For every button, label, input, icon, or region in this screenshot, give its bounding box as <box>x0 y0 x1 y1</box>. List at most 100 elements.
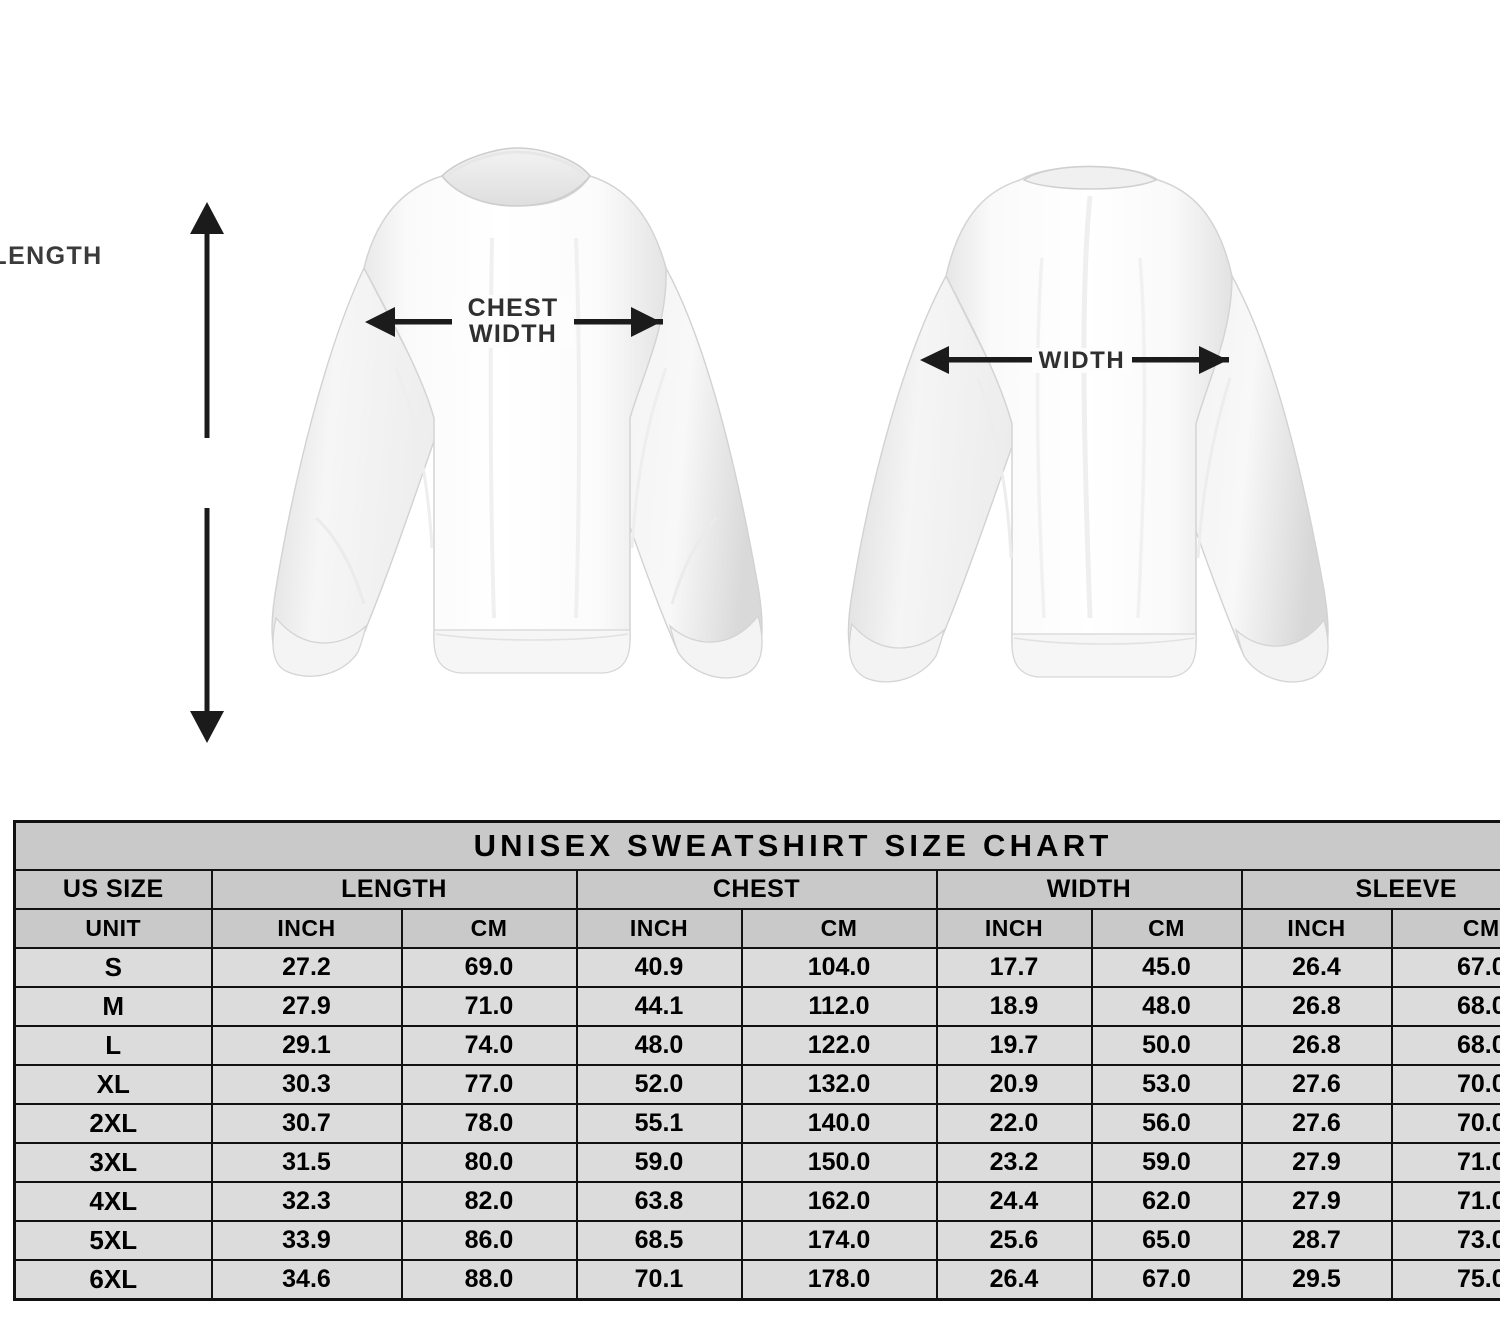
cell-size: 6XL <box>13 1259 213 1301</box>
cell-chest-inch: 52.0 <box>575 1064 743 1105</box>
cell-length-cm: 77.0 <box>400 1064 578 1105</box>
cell-chest-inch: 63.8 <box>575 1181 743 1222</box>
chest-label-line-2: WIDTH <box>469 320 557 349</box>
cell-length-inch: 33.9 <box>210 1220 403 1261</box>
unit-header-row: UNIT INCH CM INCH CM INCH CM INCH CM <box>13 908 1500 949</box>
cell-width-cm: 56.0 <box>1090 1103 1243 1144</box>
table-row: 6XL 34.6 88.0 70.1 178.0 26.4 67.0 29.5 … <box>13 1259 1500 1301</box>
table-row: L 29.1 74.0 48.0 122.0 19.7 50.0 26.8 68… <box>13 1025 1500 1066</box>
cell-length-inch: 30.7 <box>210 1103 403 1144</box>
table-row: 5XL 33.9 86.0 68.5 174.0 25.6 65.0 28.7 … <box>13 1220 1500 1261</box>
cell-chest-inch: 44.1 <box>575 986 743 1027</box>
cell-length-cm: 78.0 <box>400 1103 578 1144</box>
unit-header-length-cm: CM <box>400 908 578 949</box>
group-header-length: LENGTH <box>210 869 578 910</box>
cell-size: 3XL <box>13 1142 213 1183</box>
cell-chest-inch: 68.5 <box>575 1220 743 1261</box>
unit-header-sleeve-cm: CM <box>1390 908 1500 949</box>
cell-sleeve-cm: 68.0 <box>1390 986 1500 1027</box>
cell-width-cm: 48.0 <box>1090 986 1243 1027</box>
table-row: S 27.2 69.0 40.9 104.0 17.7 45.0 26.4 67… <box>13 947 1500 988</box>
cell-width-inch: 18.9 <box>935 986 1093 1027</box>
cell-width-inch: 17.7 <box>935 947 1093 988</box>
cell-sleeve-cm: 71.0 <box>1390 1142 1500 1183</box>
cell-width-cm: 65.0 <box>1090 1220 1243 1261</box>
group-header-row: US SIZE LENGTH CHEST WIDTH SLEEVE <box>13 869 1500 910</box>
chest-width-dimension-label: CHEST WIDTH <box>452 295 574 348</box>
cell-size: S <box>13 947 213 988</box>
cell-length-cm: 88.0 <box>400 1259 578 1301</box>
cell-size: 4XL <box>13 1181 213 1222</box>
cell-size: XL <box>13 1064 213 1105</box>
width-dimension-label: WIDTH <box>1032 348 1132 373</box>
cell-chest-cm: 178.0 <box>740 1259 938 1301</box>
cell-width-inch: 20.9 <box>935 1064 1093 1105</box>
cell-length-cm: 86.0 <box>400 1220 578 1261</box>
cell-sleeve-inch: 27.9 <box>1240 1181 1393 1222</box>
cell-width-cm: 59.0 <box>1090 1142 1243 1183</box>
table-title-row: UNISEX SWEATSHIRT SIZE CHART <box>13 820 1500 871</box>
table-row: XL 30.3 77.0 52.0 132.0 20.9 53.0 27.6 7… <box>13 1064 1500 1105</box>
cell-chest-cm: 174.0 <box>740 1220 938 1261</box>
cell-size: 5XL <box>13 1220 213 1261</box>
unit-header-chest-cm: CM <box>740 908 938 949</box>
cell-length-cm: 82.0 <box>400 1181 578 1222</box>
cell-sleeve-cm: 67.0 <box>1390 947 1500 988</box>
cell-length-inch: 29.1 <box>210 1025 403 1066</box>
sweatshirt-back-view <box>818 118 1378 763</box>
unit-header-sleeve-inch: INCH <box>1240 908 1393 949</box>
table-row: M 27.9 71.0 44.1 112.0 18.9 48.0 26.8 68… <box>13 986 1500 1027</box>
unit-header-length-inch: INCH <box>210 908 403 949</box>
cell-sleeve-cm: 75.0 <box>1390 1259 1500 1301</box>
length-dimension-label: LENGTH <box>0 238 106 275</box>
cell-width-cm: 50.0 <box>1090 1025 1243 1066</box>
cell-length-cm: 69.0 <box>400 947 578 988</box>
group-header-sleeve: SLEEVE <box>1240 869 1500 910</box>
cell-chest-cm: 162.0 <box>740 1181 938 1222</box>
cell-length-cm: 80.0 <box>400 1142 578 1183</box>
cell-chest-cm: 112.0 <box>740 986 938 1027</box>
group-header-us-size: US SIZE <box>13 869 213 910</box>
cell-sleeve-cm: 68.0 <box>1390 1025 1500 1066</box>
unit-header-width-inch: INCH <box>935 908 1093 949</box>
cell-length-inch: 32.3 <box>210 1181 403 1222</box>
cell-size: M <box>13 986 213 1027</box>
cell-width-cm: 45.0 <box>1090 947 1243 988</box>
cell-chest-inch: 40.9 <box>575 947 743 988</box>
cell-sleeve-inch: 28.7 <box>1240 1220 1393 1261</box>
cell-length-cm: 74.0 <box>400 1025 578 1066</box>
cell-width-cm: 67.0 <box>1090 1259 1243 1301</box>
cell-length-inch: 27.2 <box>210 947 403 988</box>
cell-chest-cm: 122.0 <box>740 1025 938 1066</box>
unit-header-width-cm: CM <box>1090 908 1243 949</box>
group-header-chest: CHEST <box>575 869 938 910</box>
size-chart-table: UNISEX SWEATSHIRT SIZE CHART US SIZE LEN… <box>13 820 1500 1301</box>
cell-width-inch: 24.4 <box>935 1181 1093 1222</box>
cell-length-cm: 71.0 <box>400 986 578 1027</box>
unit-header-chest-inch: INCH <box>575 908 743 949</box>
chest-label-line-1: CHEST <box>467 294 559 322</box>
cell-chest-inch: 59.0 <box>575 1142 743 1183</box>
cell-sleeve-inch: 26.8 <box>1240 986 1393 1027</box>
cell-length-inch: 30.3 <box>210 1064 403 1105</box>
cell-chest-inch: 55.1 <box>575 1103 743 1144</box>
cell-length-inch: 31.5 <box>210 1142 403 1183</box>
cell-width-inch: 26.4 <box>935 1259 1093 1301</box>
cell-length-inch: 34.6 <box>210 1259 403 1301</box>
cell-size: L <box>13 1025 213 1066</box>
cell-chest-cm: 132.0 <box>740 1064 938 1105</box>
cell-width-inch: 22.0 <box>935 1103 1093 1144</box>
cell-sleeve-inch: 27.6 <box>1240 1064 1393 1105</box>
length-measure-arrow <box>176 200 238 745</box>
cell-width-cm: 53.0 <box>1090 1064 1243 1105</box>
cell-sleeve-cm: 70.0 <box>1390 1064 1500 1105</box>
cell-width-inch: 19.7 <box>935 1025 1093 1066</box>
cell-chest-cm: 104.0 <box>740 947 938 988</box>
cell-width-inch: 25.6 <box>935 1220 1093 1261</box>
cell-length-inch: 27.9 <box>210 986 403 1027</box>
cell-sleeve-inch: 26.8 <box>1240 1025 1393 1066</box>
table-row: 4XL 32.3 82.0 63.8 162.0 24.4 62.0 27.9 … <box>13 1181 1500 1222</box>
unit-header-unit: UNIT <box>13 908 213 949</box>
table-row: 2XL 30.7 78.0 55.1 140.0 22.0 56.0 27.6 … <box>13 1103 1500 1144</box>
